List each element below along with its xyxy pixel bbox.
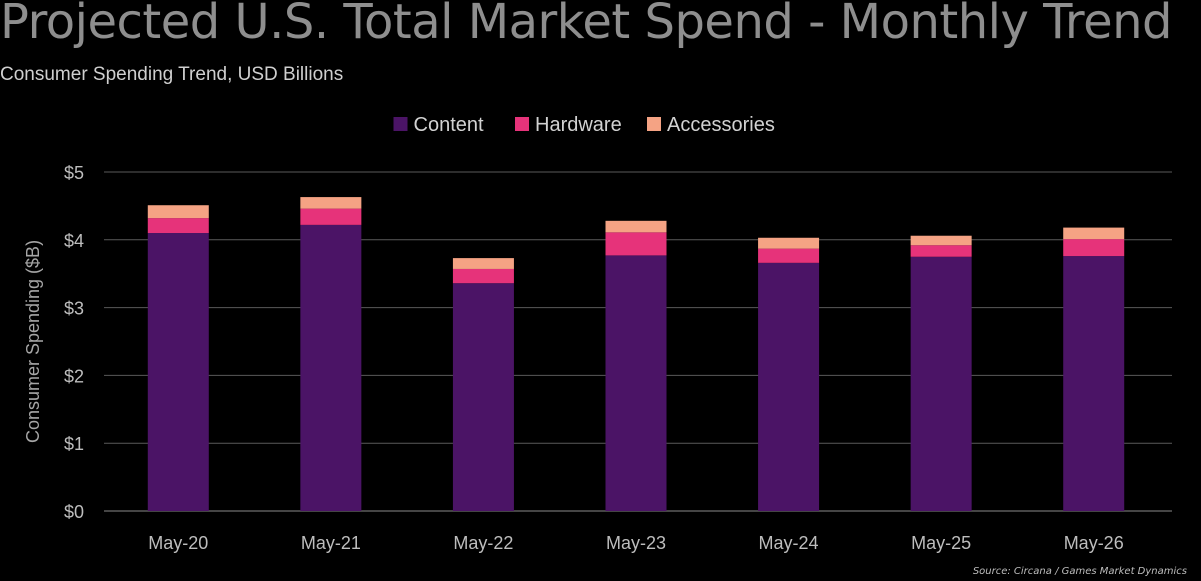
bar-hardware-may-24[interactable] — [758, 248, 820, 263]
legend-label-accessories: Accessories — [667, 114, 775, 136]
x-tick-label: May-23 — [606, 533, 666, 553]
x-tick-label: May-26 — [1064, 533, 1124, 553]
bar-content-may-22[interactable] — [452, 283, 514, 511]
bar-accessories-may-24[interactable] — [758, 237, 820, 249]
bar-content-may-25[interactable] — [910, 256, 972, 511]
chart-subtitle: Consumer Spending Trend, USD Billions — [0, 64, 344, 85]
bar-content-may-23[interactable] — [605, 255, 667, 511]
bar-accessories-may-26[interactable] — [1063, 227, 1125, 240]
legend-label-hardware: Hardware — [535, 114, 622, 136]
bar-hardware-may-22[interactable] — [452, 268, 514, 284]
x-tick-label: May-22 — [453, 533, 513, 553]
x-tick-label: May-25 — [911, 533, 971, 553]
y-tick-label: $2 — [64, 366, 84, 386]
bar-hardware-may-25[interactable] — [910, 245, 972, 257]
y-axis-title: Consumer Spending ($B) — [23, 240, 43, 443]
bar-hardware-may-20[interactable] — [147, 218, 209, 234]
y-tick-label: $0 — [64, 502, 84, 522]
y-tick-label: $5 — [64, 163, 84, 183]
legend-label-content: Content — [414, 114, 484, 136]
bar-hardware-may-21[interactable] — [300, 208, 362, 225]
bar-accessories-may-22[interactable] — [452, 258, 514, 269]
legend-swatch-hardware — [515, 117, 529, 131]
legend-swatch-accessories — [647, 117, 661, 131]
bar-accessories-may-20[interactable] — [147, 205, 209, 219]
bar-hardware-may-23[interactable] — [605, 232, 667, 256]
bar-content-may-21[interactable] — [300, 224, 362, 511]
bar-content-may-24[interactable] — [758, 262, 820, 511]
y-tick-label: $4 — [64, 231, 84, 251]
legend-swatch-content — [393, 117, 408, 131]
x-tick-label: May-24 — [759, 533, 819, 553]
x-tick-label: May-21 — [301, 533, 361, 553]
bar-accessories-may-25[interactable] — [910, 235, 972, 246]
source-note: Source: Circana / Games Market Dynamics — [972, 566, 1187, 577]
x-tick-label: May-20 — [148, 533, 208, 553]
bar-accessories-may-23[interactable] — [605, 220, 667, 233]
chart-title: Projected U.S. Total Market Spend - Mont… — [0, 0, 1172, 50]
y-tick-label: $1 — [64, 434, 84, 454]
bar-content-may-26[interactable] — [1063, 256, 1125, 511]
bar-accessories-may-21[interactable] — [300, 197, 362, 209]
bar-content-may-20[interactable] — [147, 233, 209, 511]
y-tick-label: $3 — [64, 299, 84, 319]
bar-hardware-may-26[interactable] — [1063, 239, 1125, 257]
